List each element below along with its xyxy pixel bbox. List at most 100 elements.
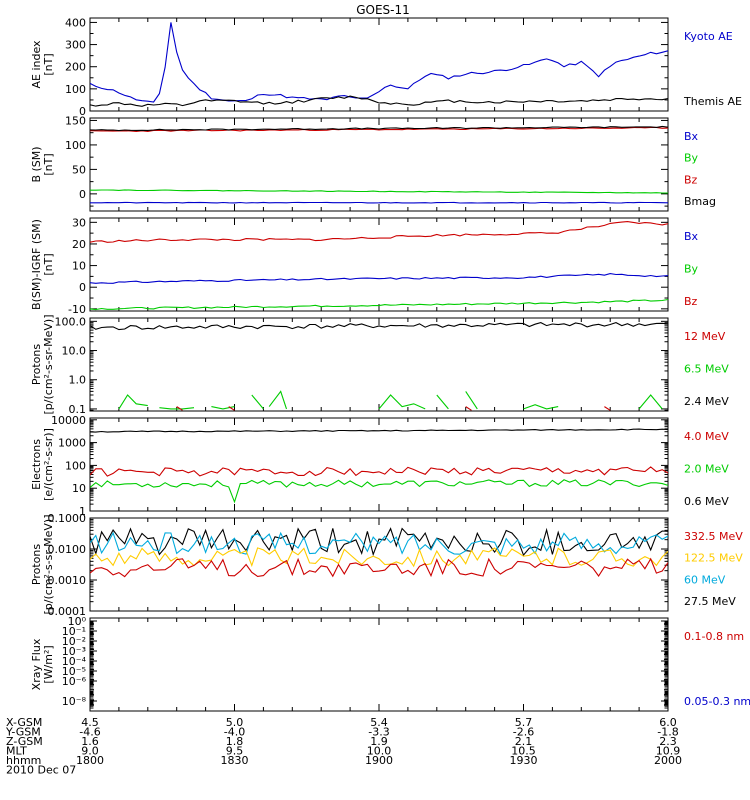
panel-frame: [89, 517, 669, 612]
series-6-5-mev: [378, 394, 426, 410]
y-tick-label: 10000: [51, 414, 86, 427]
footer-value: 5.0: [226, 716, 244, 729]
series-2-0-mev: [90, 479, 668, 504]
series-332-5-mev: [90, 557, 668, 578]
y-tick-label: 10⁻⁵: [62, 665, 86, 678]
series-group: [90, 125, 668, 204]
y-tick-label: 10⁻⁴: [62, 655, 87, 668]
series-bx: [90, 273, 668, 284]
panel-bdiff: -10 0 10 20 30 B(SM)-IGRF (SM)[nT] Bx By Bz: [30, 216, 699, 316]
series-122-5-mev: [90, 547, 668, 568]
panel-frame: [89, 217, 669, 312]
y-tick-label: 0.1: [69, 403, 87, 416]
footer-row-label: Z-GSM: [6, 735, 43, 748]
y-tick-label: 100: [65, 139, 86, 152]
series-2-4-mev: [90, 322, 668, 331]
footer-row-label: X-GSM: [6, 716, 42, 729]
y-tick-label: 200: [65, 61, 86, 74]
series-60-mev: [90, 531, 668, 556]
series-6-5-mev: [268, 390, 288, 410]
series-bx: [90, 201, 668, 204]
footer-value: 9.0: [81, 745, 99, 758]
legend-entry: 332.5 MeV: [684, 530, 743, 543]
y-tick-label: 1.0: [69, 374, 87, 387]
series-group: [90, 22, 668, 107]
series-group: [90, 322, 668, 411]
legend-entry: 122.5 MeV: [684, 552, 743, 565]
y-tick-label: 300: [65, 39, 86, 52]
legend-entry: 0.1-0.8 nm: [684, 630, 744, 643]
y-tick-label: 10⁻⁸: [62, 695, 87, 708]
y-axis-label-line: [e/(cm²-s-sr)]: [42, 428, 55, 501]
legend-entry: 0.05-0.3 nm: [684, 695, 750, 708]
legend-entry: Themis AE: [683, 95, 742, 108]
y-axis-label: Protons[p/(cm²-s-sr-MeV)]: [30, 315, 55, 415]
y-tick-label: -10: [68, 303, 86, 316]
footer-value: -3.3: [368, 726, 389, 739]
y-tick-label: 10⁻⁶: [62, 675, 87, 688]
y-tick-label: 0: [79, 105, 86, 118]
panel-frame: [89, 17, 669, 112]
footer-value: 10.0: [367, 745, 392, 758]
footer-row-label: Y-GSM: [5, 726, 41, 739]
series-6-5-mev: [251, 394, 264, 410]
y-axis-label-line: [p/(cm²-s-sr-MeV)]: [42, 315, 55, 415]
panel-protons_low: 0.11.010.0100.0Protons[p/(cm²-s-sr-MeV)]…: [30, 315, 729, 416]
series-6-5-mev: [638, 394, 663, 410]
footer-value: 2.1: [515, 735, 533, 748]
footer-value: 1900: [365, 754, 393, 767]
footer-value: -4.6: [79, 726, 100, 739]
y-axis-label-line: Xray Flux: [30, 638, 43, 690]
series-12-mev: [465, 406, 472, 411]
series-by: [90, 189, 668, 194]
series-group: [90, 527, 668, 578]
y-axis-label: B (SM)[nT]: [30, 146, 55, 182]
y-axis-label-line: Protons: [30, 544, 43, 585]
footer-value: 1830: [221, 754, 249, 767]
footer-value: -4.0: [224, 726, 245, 739]
y-tick-label: 0.0010: [48, 574, 87, 587]
y-axis-label-line: [nT]: [42, 53, 55, 75]
footer-value: -2.6: [513, 726, 534, 739]
legend-entry: 2.4 MeV: [684, 395, 729, 408]
panel-bfield: 0 50 100 150 B (SM)[nT] Bx By Bz Bmag: [30, 114, 716, 212]
y-axis-label-line: [p/(cm²-s-sr-MeV)]: [42, 515, 55, 615]
legend-entry: 4.0 MeV: [684, 430, 729, 443]
y-tick-label: 150: [65, 114, 86, 127]
footer-value: 10.5: [511, 745, 536, 758]
series-12-mev: [176, 406, 183, 411]
footer-value: 4.5: [81, 716, 99, 729]
y-tick-label: 100: [65, 83, 86, 96]
y-tick-label: 0.0001: [48, 605, 87, 618]
series-kyoto-ae: [90, 22, 668, 103]
y-tick-label: 1000: [58, 437, 86, 450]
y-tick-label: 10: [72, 482, 86, 495]
footer-value: -1.8: [657, 726, 678, 739]
y-tick-label: 10⁰: [68, 615, 87, 628]
legend-entry: Bmag: [684, 195, 716, 208]
footer-value: 6.0: [659, 716, 677, 729]
y-tick-label: 50: [72, 163, 86, 176]
y-axis-label-line: [nT]: [42, 253, 55, 275]
legend-entry: Bz: [684, 295, 698, 308]
y-axis-label-line: B (SM): [30, 146, 43, 182]
legend-entry: Kyoto AE: [684, 30, 733, 43]
footer-row-label: hhmm: [6, 754, 41, 767]
series-6-5-mev: [159, 407, 195, 410]
y-tick-label: 100: [65, 459, 86, 472]
legend-entry: 2.0 MeV: [684, 463, 729, 476]
series-themis-ae: [90, 95, 668, 107]
series-6-5-mev: [118, 394, 148, 410]
legend-entry: By: [684, 152, 699, 165]
y-tick-label: 0: [79, 188, 86, 201]
footer-value: 2000: [654, 754, 682, 767]
footer-value: 1.6: [81, 735, 99, 748]
legend-entry: Bx: [684, 230, 699, 243]
y-tick-label: 30: [72, 216, 86, 229]
y-tick-label: 1: [79, 505, 86, 518]
series-group: [90, 428, 668, 504]
legend-entry: 27.5 MeV: [684, 595, 736, 608]
legend-entry: 60 MeV: [684, 573, 726, 586]
